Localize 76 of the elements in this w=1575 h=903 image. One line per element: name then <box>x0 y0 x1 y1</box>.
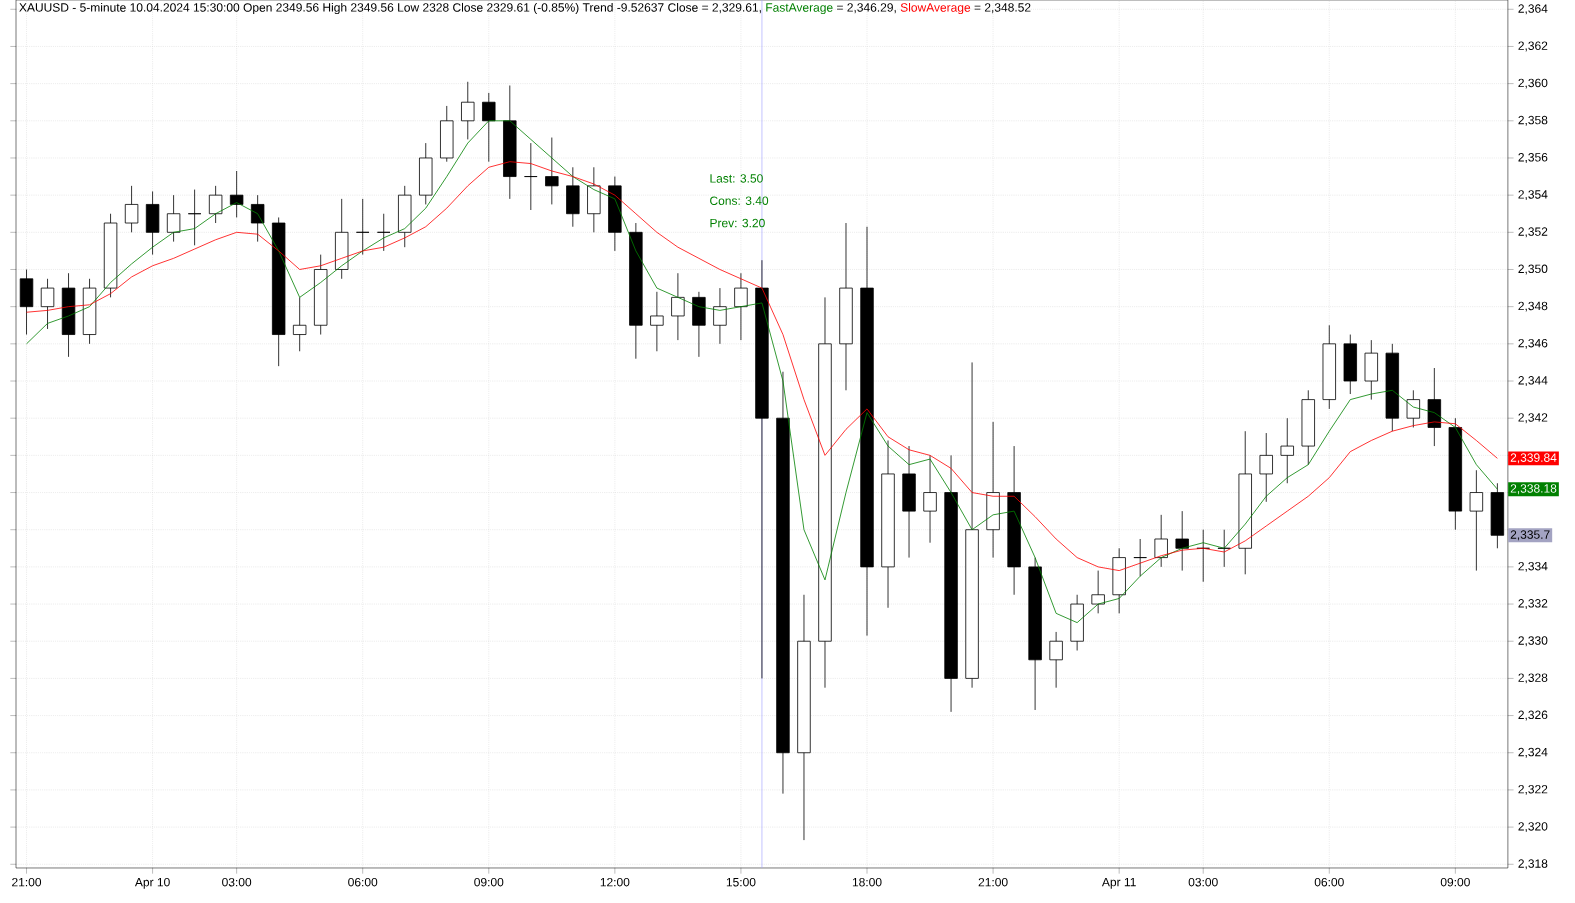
y-tick-label: 2,322 <box>1518 784 1548 795</box>
candlestick <box>40 278 55 330</box>
candlestick <box>1280 417 1294 484</box>
x-tick-label: 03:00 <box>222 877 252 887</box>
candlestick <box>1049 631 1063 689</box>
x-tick-label: 06:00 <box>1314 877 1344 887</box>
y-tick-label: 2,326 <box>1518 710 1548 721</box>
candlestick <box>482 92 496 163</box>
candlestick <box>124 185 139 233</box>
candlestick <box>1133 538 1147 577</box>
y-tick-label: 2,354 <box>1518 190 1548 201</box>
candlestick <box>356 198 370 256</box>
candlestick <box>208 185 223 224</box>
candlestick <box>1469 469 1484 571</box>
y-tick-label: 2,358 <box>1518 115 1548 126</box>
candlestick <box>292 296 307 352</box>
candlestick <box>524 142 538 211</box>
text: 2,339.84 <box>1510 453 1557 464</box>
candlestick <box>1175 510 1189 571</box>
candlestick <box>1217 529 1231 568</box>
y-tick-label: 2,318 <box>1518 859 1548 870</box>
annotation: = 2,346.29, <box>837 3 896 14</box>
y-tick-label: 2,352 <box>1518 227 1548 238</box>
candlestick <box>1406 389 1421 428</box>
text: 2,338.18 <box>1510 484 1557 495</box>
annotation: Last: 3.50 <box>710 174 763 183</box>
x-tick-label: Apr 10 <box>134 877 170 889</box>
y-tick-label: 2,356 <box>1518 153 1548 163</box>
candlestick <box>671 272 685 341</box>
x-tick-label: 18:00 <box>852 877 882 887</box>
x-tick-label: 15:00 <box>726 877 756 887</box>
annotation: = 2,348.52 <box>974 3 1031 14</box>
x-tick-label: 09:00 <box>474 877 504 887</box>
candlestick <box>229 170 244 218</box>
candlestick <box>1259 432 1273 503</box>
y-tick-label: 2,348 <box>1518 301 1548 312</box>
x-tick-label: 03:00 <box>1188 877 1218 887</box>
candlestick <box>650 291 664 352</box>
y-tick-label: 2,332 <box>1518 599 1548 609</box>
y-tick-label: 2,334 <box>1518 561 1548 572</box>
y-tick-label: 2,360 <box>1518 78 1548 89</box>
y-tick-label: 2,328 <box>1518 673 1548 684</box>
y-tick-label: 2,350 <box>1518 264 1548 275</box>
text: 2,335.7 <box>1510 530 1550 541</box>
y-tick-label: 2,342 <box>1518 413 1548 424</box>
y-tick-label: 2,324 <box>1518 747 1548 758</box>
y-tick-label: 2,362 <box>1518 41 1548 52</box>
candlestick <box>734 272 748 341</box>
y-tick-label: 2,320 <box>1518 822 1548 833</box>
candlestick <box>461 81 475 140</box>
candlestick <box>377 213 391 252</box>
candlestick <box>250 194 265 243</box>
candlestick <box>1091 570 1105 614</box>
x-tick-label: 21:00 <box>978 877 1008 887</box>
candlestick <box>713 287 727 345</box>
text: Close <box>668 2 698 12</box>
candlestick <box>545 137 559 205</box>
x-tick-label: 12:00 <box>600 877 630 887</box>
annotation: Prev: 3.20 <box>710 218 765 228</box>
x-tick-label: 21:00 <box>12 877 42 887</box>
y-tick-label: 2,344 <box>1518 376 1548 386</box>
x-tick-label: Apr 11 <box>1101 877 1136 889</box>
annotation: Cons: 3.40 <box>710 196 769 205</box>
candlestick <box>1154 514 1168 568</box>
x-tick-label: 09:00 <box>1440 877 1470 887</box>
x-tick-label: 06:00 <box>348 877 378 887</box>
candlestick <box>187 189 202 246</box>
text: SlowAverage <box>900 2 971 15</box>
text: FastAverage <box>766 3 833 15</box>
candlestick <box>923 454 937 544</box>
candlestick <box>166 194 181 243</box>
y-tick-label: 2,330 <box>1518 636 1548 647</box>
annotation: = 2,329.61, <box>702 3 761 14</box>
y-tick-label: 2,346 <box>1518 338 1548 349</box>
y-tick-label: 2,364 <box>1518 4 1548 15</box>
chart-title: XAUUSD - 5-minute 10.04.2024 15:30:00 Open 2349.56 High 2349.56 Low 2328 Close 2329.61 (-0.85%) Trend -9.52637 <box>19 2 664 15</box>
